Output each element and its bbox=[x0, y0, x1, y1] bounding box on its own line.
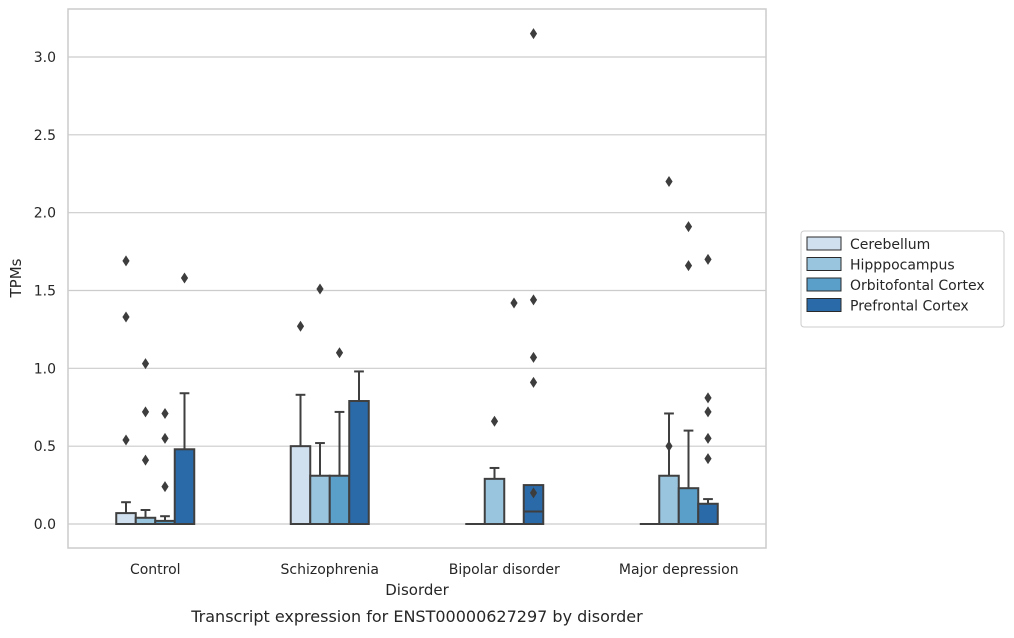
box bbox=[328, 474, 351, 526]
legend-swatch bbox=[806, 236, 842, 251]
outlier-point bbox=[316, 283, 324, 295]
box bbox=[348, 400, 370, 526]
box bbox=[522, 484, 545, 526]
outlier-point bbox=[529, 487, 538, 499]
box bbox=[309, 474, 331, 526]
legend-label: Orbitofontal Cortex bbox=[850, 278, 985, 294]
x-tick-label: Major depression bbox=[619, 562, 739, 578]
legend-swatch bbox=[806, 298, 842, 312]
outlier-point bbox=[490, 415, 499, 427]
outlier-point bbox=[684, 260, 693, 272]
box bbox=[697, 502, 719, 526]
box bbox=[677, 487, 700, 525]
x-axis-label: Disorder bbox=[385, 581, 449, 599]
legend-label: Prefrontal Cortex bbox=[850, 299, 969, 315]
outlier-point bbox=[161, 407, 169, 419]
plot-frame bbox=[67, 8, 767, 549]
outlier-point bbox=[335, 347, 344, 359]
legend-label: Hipppocampus bbox=[850, 258, 955, 274]
outlier-point bbox=[141, 358, 150, 370]
outlier-point bbox=[161, 432, 169, 444]
y-tick-label: 2.5 bbox=[34, 128, 56, 144]
box bbox=[115, 512, 137, 525]
legend-items: Cerebellum Hipppocampus Orbitofontal Corte… bbox=[806, 236, 985, 315]
outlier-point bbox=[122, 434, 130, 446]
box-group bbox=[115, 255, 137, 525]
y-tick-label: 0.5 bbox=[34, 439, 56, 455]
x-tick-label: Bipolar disorder bbox=[449, 562, 560, 578]
legend-swatch bbox=[806, 257, 842, 271]
box-group bbox=[658, 176, 680, 526]
box-group bbox=[173, 272, 196, 525]
outlier-point bbox=[665, 176, 673, 188]
box-group bbox=[154, 407, 176, 525]
legend-label: Cerebellum bbox=[850, 237, 930, 253]
box bbox=[289, 445, 312, 525]
outlier-point bbox=[161, 481, 169, 493]
gridlines bbox=[68, 56, 766, 525]
outlier-point bbox=[122, 255, 130, 267]
outlier-point bbox=[529, 351, 538, 363]
outlier-point bbox=[704, 453, 712, 465]
box-group bbox=[134, 358, 157, 525]
chart-title: Transcript expression for ENST0000062729… bbox=[190, 607, 643, 626]
box bbox=[658, 474, 680, 526]
box-layer bbox=[115, 28, 719, 526]
y-axis-label: TPMs bbox=[7, 258, 25, 298]
outlier-point bbox=[684, 221, 693, 233]
outlier-point bbox=[704, 253, 712, 265]
legend-frame bbox=[800, 230, 1005, 328]
outlier-point bbox=[141, 454, 150, 466]
box-group bbox=[309, 283, 331, 526]
outlier-point bbox=[704, 432, 712, 444]
box-group bbox=[504, 297, 524, 525]
y-tick-label: 3.0 bbox=[34, 50, 56, 66]
outlier-point bbox=[704, 392, 712, 404]
outlier-point bbox=[122, 311, 130, 323]
box-group bbox=[289, 320, 312, 525]
y-tick-label: 0.0 bbox=[34, 517, 56, 533]
box bbox=[483, 477, 506, 525]
outlier-point bbox=[529, 294, 538, 306]
outlier-point bbox=[180, 272, 189, 284]
outlier-point bbox=[665, 440, 673, 452]
outlier-point bbox=[704, 406, 712, 418]
y-tick-label: 2.0 bbox=[34, 206, 56, 222]
x-tick-label: Schizophrenia bbox=[281, 562, 379, 578]
box-group bbox=[677, 221, 700, 525]
box-group bbox=[348, 370, 370, 526]
box-group bbox=[697, 253, 719, 526]
box-group bbox=[483, 415, 506, 525]
axis-layer: 0.0 0.5 1.0 1.5 2.0 2.5 3.0 Control Schizophreni… bbox=[34, 50, 739, 578]
box bbox=[173, 448, 196, 525]
outlier-point bbox=[141, 406, 150, 418]
y-tick-label: 1.5 bbox=[34, 284, 56, 300]
outlier-point bbox=[529, 28, 538, 40]
box-group bbox=[522, 28, 545, 526]
y-tick-label: 1.0 bbox=[34, 361, 56, 377]
legend-swatch bbox=[806, 277, 842, 292]
outlier-point bbox=[296, 320, 305, 332]
x-tick-label: Control bbox=[130, 562, 181, 578]
box-group bbox=[328, 347, 351, 526]
legend: Cerebellum Hipppocampus Orbitofontal Corte… bbox=[800, 230, 1005, 328]
outlier-point bbox=[529, 376, 538, 388]
outlier-point bbox=[510, 297, 518, 309]
